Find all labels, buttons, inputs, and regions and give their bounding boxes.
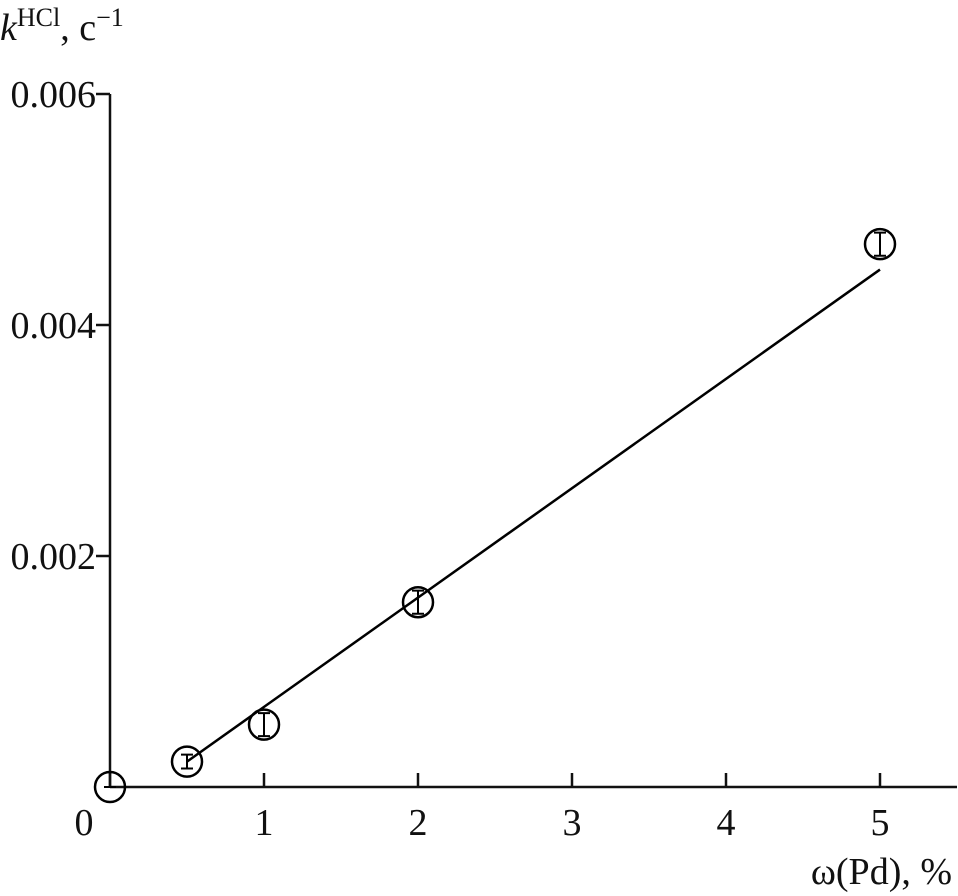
point xyxy=(863,227,897,261)
y-tick-label: 0.004 xyxy=(11,305,97,347)
y-label-sup: HCl xyxy=(17,3,60,32)
x-tick-label: 3 xyxy=(563,802,582,844)
x-axis-label: ω(Pd), % xyxy=(811,851,952,893)
point xyxy=(170,745,204,778)
error-bar xyxy=(412,589,424,615)
x-tick-label: 5 xyxy=(871,802,890,844)
error-bar xyxy=(258,712,270,738)
error-bar xyxy=(181,753,193,770)
y-label-unit-sup: −1 xyxy=(96,3,124,32)
y-axis-label: kHCl, c−1 xyxy=(0,3,124,49)
error-bar xyxy=(874,231,886,257)
point xyxy=(401,585,435,619)
y-label-unit: , c xyxy=(60,7,96,49)
point xyxy=(247,708,281,741)
x-tick-label: 2 xyxy=(409,802,428,844)
y-tick-label: 0.002 xyxy=(11,536,97,578)
fit-line xyxy=(186,268,881,763)
y-label-symbol: k xyxy=(0,7,18,49)
x-tick-label: 1 xyxy=(255,802,274,844)
x-tick-label: 0 xyxy=(75,802,94,844)
point xyxy=(93,770,127,804)
y-tick-label: 0.006 xyxy=(11,74,97,116)
x-tick-label: 4 xyxy=(717,802,736,844)
